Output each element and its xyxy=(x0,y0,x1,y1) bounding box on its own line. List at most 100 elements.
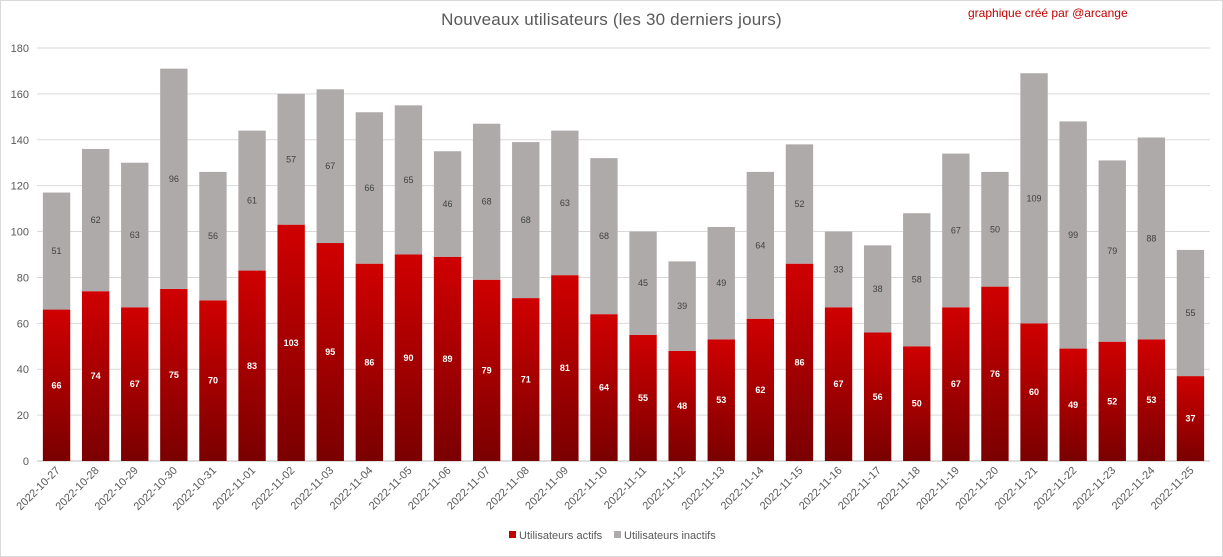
bar-inactive xyxy=(629,231,657,335)
data-label-inactive: 56 xyxy=(208,231,218,241)
data-label-inactive: 58 xyxy=(912,275,922,285)
bar-inactive xyxy=(1137,137,1166,340)
data-label-active: 56 xyxy=(873,392,883,402)
bar-active xyxy=(121,307,149,461)
data-label-active: 83 xyxy=(247,361,257,371)
bar-inactive xyxy=(277,93,305,225)
x-axis-ticks: 2022-10-272022-10-282022-10-292022-10-30… xyxy=(14,465,1196,513)
bar-active xyxy=(863,332,892,461)
data-label-active: 74 xyxy=(91,371,101,381)
y-tick-label: 60 xyxy=(17,318,29,330)
bar-inactive xyxy=(903,213,931,347)
bar-active xyxy=(668,350,696,461)
data-label-inactive: 109 xyxy=(1027,193,1042,203)
data-label-inactive: 88 xyxy=(1146,233,1156,243)
bar-inactive xyxy=(824,231,853,308)
data-label-inactive: 65 xyxy=(403,175,413,185)
data-label-active: 52 xyxy=(1107,396,1117,406)
bar-active xyxy=(394,254,423,461)
data-label-active: 75 xyxy=(169,370,179,380)
data-label-active: 66 xyxy=(52,380,62,390)
bar-active xyxy=(355,263,384,461)
data-label-active: 67 xyxy=(951,379,961,389)
data-label-active: 60 xyxy=(1029,387,1039,397)
bar-inactive xyxy=(121,162,149,308)
bar-active xyxy=(433,256,462,461)
bar-active xyxy=(1059,348,1087,461)
bar-inactive xyxy=(590,158,618,315)
data-label-active: 64 xyxy=(599,383,609,393)
data-label-inactive: 39 xyxy=(677,301,687,311)
data-label-active: 76 xyxy=(990,369,1000,379)
bar-inactive xyxy=(551,130,579,276)
bar-active xyxy=(903,346,931,461)
data-label-inactive: 64 xyxy=(755,240,765,250)
bar-inactive xyxy=(238,130,266,271)
data-label-active: 70 xyxy=(208,376,218,386)
data-label-active: 79 xyxy=(482,365,492,375)
data-label-active: 95 xyxy=(325,347,335,357)
bar-active xyxy=(746,318,775,461)
bar-active xyxy=(81,291,110,461)
data-label-active: 81 xyxy=(560,363,570,373)
y-tick-label: 100 xyxy=(11,227,29,239)
bar-inactive xyxy=(746,171,775,319)
y-axis-ticks: 0 20 40 60 80 100 120 140 160 180 xyxy=(11,43,29,468)
data-label-active: 103 xyxy=(284,338,299,348)
bar-inactive xyxy=(785,144,814,264)
bar-active xyxy=(472,279,501,461)
y-tick-label: 120 xyxy=(11,181,29,193)
data-label-inactive: 67 xyxy=(951,225,961,235)
bar-active xyxy=(785,263,814,461)
bar-active xyxy=(1098,341,1126,461)
bar-inactive xyxy=(707,226,735,340)
y-tick-label: 40 xyxy=(17,364,29,376)
data-label-inactive: 61 xyxy=(247,196,257,206)
bar-active xyxy=(824,307,853,461)
bar-active xyxy=(551,275,579,461)
data-label-inactive: 45 xyxy=(638,278,648,288)
bar-inactive xyxy=(1059,121,1087,349)
bar-active xyxy=(629,334,657,461)
legend-swatch-active xyxy=(509,531,516,538)
bar-active xyxy=(238,270,266,461)
bar-inactive xyxy=(942,153,970,308)
data-label-inactive: 68 xyxy=(521,215,531,225)
bar-inactive xyxy=(394,105,423,255)
y-tick-label: 140 xyxy=(11,135,29,147)
data-label-inactive: 63 xyxy=(560,198,570,208)
data-label-active: 67 xyxy=(130,379,140,389)
bar-inactive xyxy=(81,148,110,292)
data-label-inactive: 33 xyxy=(834,264,844,274)
data-label-inactive: 46 xyxy=(443,199,453,209)
bar-active xyxy=(590,314,618,461)
bar-inactive xyxy=(1020,73,1048,324)
bar-inactive xyxy=(863,245,892,333)
y-tick-label: 160 xyxy=(11,89,29,101)
chart-credit: graphique créé par @arcange xyxy=(968,6,1128,20)
data-label-active: 53 xyxy=(716,395,726,405)
legend-swatch-inactive xyxy=(614,531,621,538)
data-label-active: 67 xyxy=(834,379,844,389)
bar-inactive xyxy=(316,89,344,244)
data-label-inactive: 57 xyxy=(286,154,296,164)
data-label-inactive: 68 xyxy=(599,231,609,241)
y-tick-label: 0 xyxy=(23,456,29,468)
bar-active xyxy=(707,339,735,461)
gridlines xyxy=(37,47,1210,462)
bar-active xyxy=(160,288,188,461)
bar-inactive xyxy=(1098,160,1126,342)
data-label-active: 48 xyxy=(677,401,687,411)
data-label-inactive: 79 xyxy=(1107,246,1117,256)
data-label-active: 89 xyxy=(443,354,453,364)
data-label-active: 49 xyxy=(1068,400,1078,410)
bar-active xyxy=(981,286,1009,461)
legend-label-inactive: Utilisateurs inactifs xyxy=(624,530,716,542)
bar-active xyxy=(942,307,970,461)
bars: 66 51 74 62 67 63 75 96 70 56 83 61 103 57 95 67 86 66 90 6… xyxy=(42,68,1205,461)
data-label-active: 37 xyxy=(1185,414,1195,424)
bar-inactive xyxy=(433,151,462,257)
data-label-active: 55 xyxy=(638,393,648,403)
bar-inactive xyxy=(355,112,384,264)
